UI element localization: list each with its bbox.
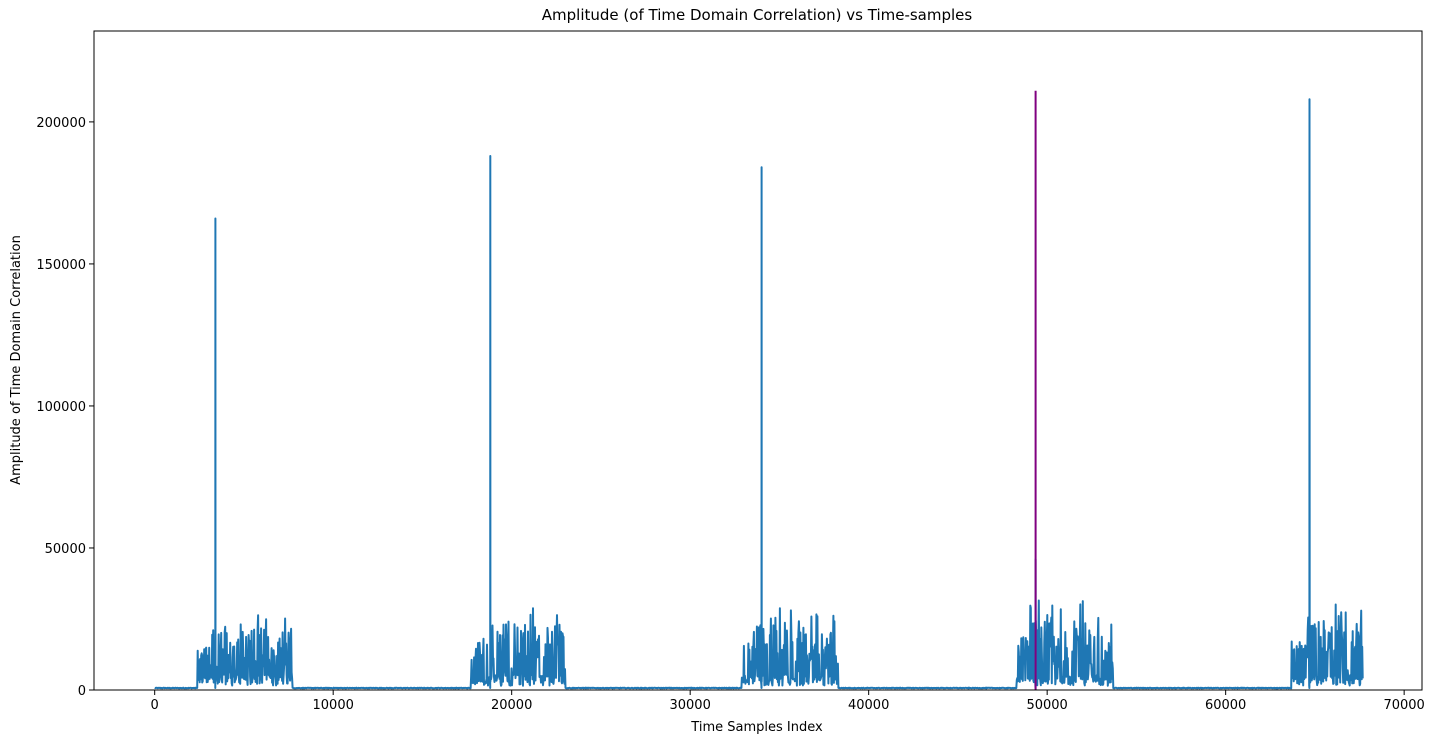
chart-title: Amplitude (of Time Domain Correlation) v…	[542, 6, 973, 24]
x-tick-label: 50000	[1026, 698, 1067, 713]
correlation-series-line	[154, 98, 1364, 690]
plot-area	[154, 90, 1364, 690]
axes: 0 10000 20000 30000 40000 50000 60000 70000 0 500…	[36, 30, 1425, 713]
x-axis-label: Time Samples Index	[690, 720, 823, 735]
y-axis-label: Amplitude of Time Domain Correlation	[9, 235, 24, 485]
x-tick-label: 10000	[313, 698, 354, 713]
x-tick-label: 30000	[669, 698, 710, 713]
x-tick-label: 20000	[491, 698, 532, 713]
y-tick-label: 150000	[36, 258, 86, 273]
x-tick-label: 0	[151, 698, 159, 713]
y-tick-label: 50000	[45, 542, 86, 557]
x-tick-label: 60000	[1205, 698, 1246, 713]
plot-frame	[93, 30, 1423, 691]
y-tick-label: 200000	[36, 116, 86, 131]
y-tick-label: 0	[78, 684, 86, 699]
x-tick-label: 70000	[1383, 698, 1424, 713]
x-tick-label: 40000	[848, 698, 889, 713]
y-tick-label: 100000	[36, 400, 86, 415]
